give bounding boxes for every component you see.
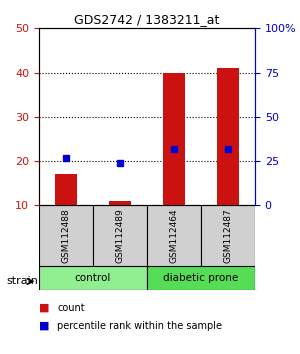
Text: count: count	[57, 303, 85, 313]
FancyBboxPatch shape	[201, 205, 255, 266]
Text: GSM112488: GSM112488	[61, 208, 70, 263]
Text: GSM112464: GSM112464	[169, 208, 178, 263]
Text: GSM112487: GSM112487	[224, 208, 232, 263]
Title: GDS2742 / 1383211_at: GDS2742 / 1383211_at	[74, 13, 220, 26]
Text: GSM112489: GSM112489	[116, 208, 124, 263]
Text: control: control	[75, 273, 111, 283]
Bar	[55, 175, 77, 205]
Text: ■: ■	[39, 303, 50, 313]
FancyBboxPatch shape	[39, 205, 93, 266]
Text: strain: strain	[6, 276, 38, 286]
Bar	[109, 201, 131, 205]
Text: ■: ■	[39, 321, 50, 331]
Bar	[163, 73, 185, 205]
Text: diabetic prone: diabetic prone	[164, 273, 238, 283]
FancyBboxPatch shape	[147, 205, 201, 266]
FancyBboxPatch shape	[39, 266, 147, 290]
FancyBboxPatch shape	[147, 266, 255, 290]
Bar	[217, 68, 239, 205]
Text: percentile rank within the sample: percentile rank within the sample	[57, 321, 222, 331]
FancyBboxPatch shape	[93, 205, 147, 266]
